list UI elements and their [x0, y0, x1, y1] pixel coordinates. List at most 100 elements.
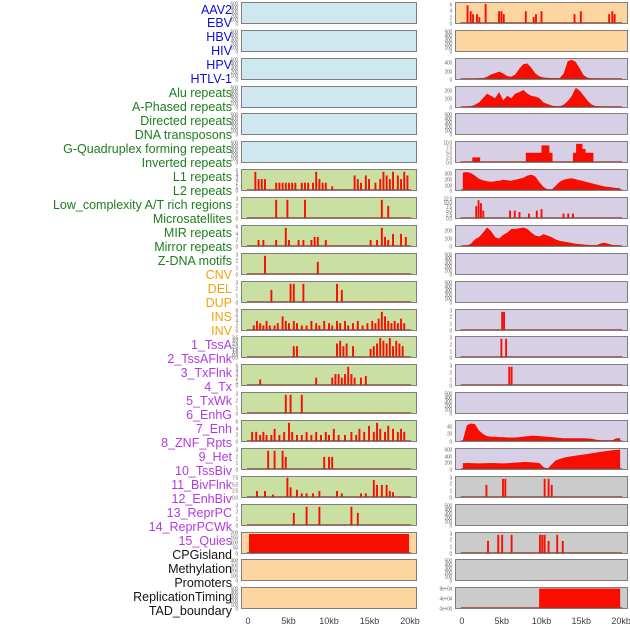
y-tick-l1-repeats-2.0: 2.0 — [231, 344, 238, 351]
y-tick-g-quadruplex-forming-repeats-2: 2 — [235, 286, 239, 293]
track-plot-8-znf-rpts — [456, 254, 627, 274]
y-tick-microsatellites-2: 2 — [235, 432, 239, 439]
y-tick-6-enhg-5.0: 5.0 — [445, 208, 452, 215]
track-panel-5-txwk — [455, 169, 628, 192]
y-tick-low-complexity-a-t-rich-regions-0: 0 — [235, 411, 239, 418]
y-tick-methylation-400: 400 — [444, 507, 453, 514]
track-plot-directed-repeats — [246, 227, 412, 246]
track-panel-9-het — [455, 280, 628, 303]
track-panel-hpv — [241, 113, 417, 136]
y-tick-del-300: 300 — [230, 563, 239, 570]
y-tick-hiv-500: 500 — [230, 85, 239, 92]
y-tick-replicationtiming-500: 500 — [444, 558, 453, 565]
y-tick-10-tssbiv-0: 0 — [449, 328, 453, 335]
y-tick-cpgisland-3: 3 — [449, 475, 453, 482]
y-tick-inverted-repeats-8: 8 — [235, 308, 239, 315]
track-panel-replicationtiming — [455, 559, 628, 582]
track-label-hbv: HBV — [206, 30, 232, 45]
y-tick-aav2-300: 300 — [230, 9, 239, 16]
y-tick-4-tx-0.0: 0.0 — [445, 160, 452, 167]
y-tick-aav2-200: 200 — [230, 13, 239, 20]
track-label-3-txflnk: 3_TxFlnk — [180, 365, 232, 380]
track-panel-7-enh — [455, 224, 628, 247]
track-label-9-het: 9_Het — [198, 449, 232, 464]
y-tick-3-txflnk-0: 0 — [449, 132, 453, 139]
x-tick-left-10kb: 10kb — [319, 616, 339, 626]
x-tick-left-0: 0 — [245, 616, 251, 626]
track-plot-9-het — [456, 282, 627, 302]
y-tick-dna-transposons-0: 0 — [235, 272, 239, 279]
track-panel-dna-transposons — [241, 252, 417, 275]
y-tick-3-txflnk-300: 300 — [444, 120, 453, 127]
y-tick-g-quadruplex-forming-repeats-0: 0 — [235, 300, 239, 307]
track-plot-cnv — [246, 533, 412, 553]
y-tick-l2-repeats-0: 0 — [235, 383, 239, 390]
track-plot-7-enh — [460, 227, 623, 246]
y-tick-hiv-300: 300 — [230, 93, 239, 100]
track-plot-mir-repeats — [246, 450, 412, 469]
y-tick-mirror-repeats-7.5: 7.5 — [231, 475, 238, 482]
track-panel-11-bivflnk — [455, 336, 628, 359]
y-tick-1-tssa-400: 400 — [444, 60, 453, 67]
track-plot-microsatellites — [246, 422, 412, 442]
y-tick-methylation-0: 0 — [449, 523, 453, 530]
track-panel-methylation — [455, 503, 628, 526]
y-tick-ins-2: 2 — [449, 15, 453, 22]
y-tick-inverted-repeats-0: 0 — [235, 328, 239, 335]
track-panel-dup — [241, 587, 417, 610]
y-tick-8-znf-rpts-500: 500 — [444, 252, 453, 259]
track-label-15-quies: 15_Quies — [178, 533, 232, 548]
y-tick-htlv-1-0: 0 — [235, 160, 239, 167]
x-tick-right-0: 0 — [459, 616, 465, 626]
track-label-del: DEL — [207, 282, 232, 297]
y-tick-3-txflnk-500: 500 — [444, 112, 453, 119]
x-tick-left-15kb: 15kb — [359, 616, 380, 626]
y-tick-htlv-1-100: 100 — [230, 156, 239, 163]
track-plot-hiv — [242, 87, 416, 107]
y-tick-ins-0: 0 — [449, 21, 453, 28]
track-label-promoters: Promoters — [174, 575, 232, 590]
y-tick-10-tssbiv-3: 3 — [449, 308, 453, 315]
track-label-8-znf-rpts: 8_ZNF_Rpts — [161, 435, 232, 450]
track-label-low-complexity-a-t-rich-regions: Low_complexity A/T rich regions — [52, 198, 232, 213]
y-tick-microsatellites-4: 4 — [235, 426, 239, 433]
y-tick-l1-repeats-1.5: 1.5 — [231, 347, 238, 354]
y-tick-9-het-300: 300 — [444, 288, 453, 295]
track-label-cnv: CNV — [205, 268, 232, 283]
y-tick-9-het-0: 0 — [449, 300, 453, 307]
y-tick-directed-repeats-2: 2 — [235, 237, 239, 244]
y-tick-15-quies-600: 600 — [444, 447, 453, 454]
y-tick-a-phased-repeats-2: 2 — [235, 203, 239, 210]
y-tick-ebv-500: 500 — [230, 29, 239, 36]
y-tick-1-tssa-200: 200 — [444, 69, 453, 76]
y-tick-ebv-0: 0 — [235, 49, 239, 56]
track-label-2-tssaflnk: 2_TssAFlnk — [167, 351, 232, 366]
y-tick-cpgisland-2: 2 — [449, 481, 453, 488]
track-panel-14-reprpcwk — [455, 420, 628, 443]
y-tick-alu-repeats-1: 1 — [235, 184, 239, 191]
y-tick-11-bivflnk-3: 3 — [449, 335, 453, 342]
y-tick-del-200: 200 — [230, 568, 239, 575]
y-tick-13-reprpc-200: 200 — [444, 403, 453, 410]
y-tick-8-znf-rpts-200: 200 — [444, 264, 453, 271]
track-panel-inv — [455, 29, 628, 52]
y-tick-cnv-100: 100 — [230, 540, 239, 547]
y-tick-12-enhbiv-0: 0 — [449, 383, 453, 390]
y-tick-methylation-100: 100 — [444, 519, 453, 526]
y-tick-cnv-0: 0 — [235, 551, 239, 558]
y-tick-cpgisland-1: 1 — [449, 488, 453, 495]
y-tick-directed-repeats-4: 4 — [235, 231, 239, 238]
y-tick-7-enh-200: 200 — [444, 228, 453, 235]
y-tick-hpv-500: 500 — [230, 112, 239, 119]
y-tick-8-znf-rpts-100: 100 — [444, 268, 453, 275]
track-label-7-enh: 7_Enh — [195, 421, 232, 436]
y-tick-7-enh-100: 100 — [444, 236, 453, 243]
y-tick-13-reprpc-0: 0 — [449, 411, 453, 418]
y-tick-15-quies-400: 400 — [444, 454, 453, 461]
y-tick-l2-repeats-4: 4 — [235, 367, 239, 374]
track-panel-hiv — [241, 85, 417, 108]
y-tick-3-txflnk-200: 200 — [444, 124, 453, 131]
y-tick-5-txwk-0: 0 — [449, 188, 453, 195]
y-tick-l2-repeats-3: 3 — [235, 371, 239, 378]
y-tick-4-tx-5.0: 5.0 — [445, 150, 452, 157]
